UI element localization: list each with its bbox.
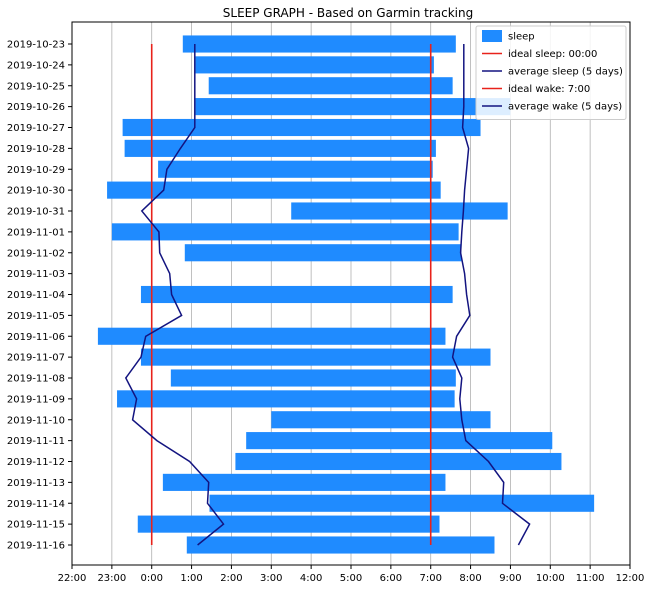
sleep-bar bbox=[170, 369, 456, 387]
y-tick-label: 2019-11-09 bbox=[7, 394, 65, 405]
legend-box bbox=[475, 25, 627, 120]
y-axis: 2019-10-23 2019-10-24 2019-10-25 2019-10-26… bbox=[7, 40, 72, 552]
y-tick-label: 2019-10-24 bbox=[7, 60, 65, 71]
x-tick-label: 6:00 bbox=[380, 573, 402, 584]
sleep-bar bbox=[195, 56, 434, 74]
average-lines bbox=[124, 44, 531, 546]
sleep-bar bbox=[184, 244, 462, 262]
y-tick-label: 2019-11-15 bbox=[7, 520, 65, 531]
y-tick-label: 2019-11-12 bbox=[7, 457, 65, 468]
x-tick-label: 8:00 bbox=[459, 573, 481, 584]
y-tick-label: 2019-10-29 bbox=[7, 165, 65, 176]
x-tick-label: 0:00 bbox=[140, 573, 162, 584]
x-tick-label: 11:00 bbox=[576, 573, 605, 584]
sleep-bar bbox=[117, 390, 455, 408]
sleep-bar bbox=[208, 77, 453, 95]
y-tick-label: 2019-11-11 bbox=[7, 436, 65, 447]
y-tick-label: 2019-11-14 bbox=[7, 499, 65, 510]
legend-label: sleep bbox=[508, 32, 535, 43]
legend-label: average wake (5 days) bbox=[508, 102, 622, 113]
sleep-bar bbox=[97, 327, 446, 345]
ideal-time-lines bbox=[150, 44, 432, 545]
y-tick-label: 2019-11-08 bbox=[7, 374, 65, 385]
legend: sleep ideal sleep: 00:00 average sleep (5 … bbox=[475, 25, 627, 120]
sleep-bar bbox=[107, 181, 441, 199]
y-tick-label: 2019-11-06 bbox=[7, 332, 65, 343]
y-tick-label: 2019-10-30 bbox=[7, 186, 65, 197]
sleep-bar bbox=[162, 473, 446, 491]
x-tick-label: 23:00 bbox=[97, 573, 126, 584]
sleep-bar bbox=[246, 432, 553, 450]
sleep-bar bbox=[122, 118, 481, 137]
sleep-bar bbox=[140, 348, 491, 366]
sleep-bar bbox=[186, 536, 495, 554]
sleep-bar bbox=[158, 160, 433, 178]
x-tick-label: 10:00 bbox=[536, 573, 565, 584]
y-tick-label: 2019-10-28 bbox=[7, 144, 65, 155]
sleep-bar bbox=[209, 494, 595, 512]
sleep-bar bbox=[271, 411, 491, 429]
y-tick-label: 2019-11-07 bbox=[7, 353, 65, 364]
x-tick-label: 9:00 bbox=[499, 573, 521, 584]
legend-swatch bbox=[482, 30, 502, 42]
y-tick-label: 2019-11-16 bbox=[7, 541, 65, 552]
x-tick-label: 12:00 bbox=[616, 573, 645, 584]
x-tick-label: 1:00 bbox=[180, 573, 202, 584]
average-line bbox=[451, 44, 531, 546]
y-tick-label: 2019-10-31 bbox=[7, 207, 65, 218]
y-tick-label: 2019-10-25 bbox=[7, 81, 65, 92]
x-axis: 22:00 23:00 0:00 1:00 2:00 3:00 4:00 5:00 6:00 7:… bbox=[58, 565, 645, 584]
chart-title: SLEEP GRAPH - Based on Garmin tracking bbox=[223, 6, 473, 20]
x-tick-label: 7:00 bbox=[419, 573, 441, 584]
y-tick-label: 2019-11-13 bbox=[7, 478, 65, 489]
plot-frame bbox=[71, 21, 631, 566]
y-tick-label: 2019-11-02 bbox=[7, 248, 65, 259]
y-tick-label: 2019-11-10 bbox=[7, 415, 65, 426]
sleep-bar bbox=[182, 35, 456, 53]
y-tick-label: 2019-11-04 bbox=[7, 290, 65, 301]
legend-label: average sleep (5 days) bbox=[508, 67, 623, 78]
sleep-bar bbox=[124, 139, 436, 157]
legend-label: ideal sleep: 00:00 bbox=[508, 49, 597, 60]
sleep-bar bbox=[140, 285, 453, 304]
y-tick-label: 2019-10-26 bbox=[7, 102, 65, 113]
x-tick-label: 2:00 bbox=[220, 573, 242, 584]
sleep-bar bbox=[291, 202, 508, 220]
y-tick-label: 2019-10-23 bbox=[7, 40, 65, 51]
y-tick-label: 2019-11-01 bbox=[7, 227, 65, 238]
average-line bbox=[124, 44, 225, 546]
sleep-bar bbox=[235, 452, 562, 471]
x-tick-label: 4:00 bbox=[300, 573, 322, 584]
sleep-bars bbox=[97, 35, 595, 554]
y-tick-label: 2019-10-27 bbox=[7, 123, 65, 134]
x-tick-label: 5:00 bbox=[340, 573, 362, 584]
y-tick-label: 2019-11-05 bbox=[7, 311, 65, 322]
sleep-bar bbox=[111, 223, 459, 241]
y-tick-label: 2019-11-03 bbox=[7, 269, 65, 280]
sleep-bar bbox=[137, 515, 440, 533]
x-tick-label: 22:00 bbox=[58, 573, 87, 584]
sleep-bar bbox=[195, 98, 511, 116]
x-tick-label: 3:00 bbox=[260, 573, 282, 584]
legend-label: ideal wake: 7:00 bbox=[508, 84, 590, 95]
